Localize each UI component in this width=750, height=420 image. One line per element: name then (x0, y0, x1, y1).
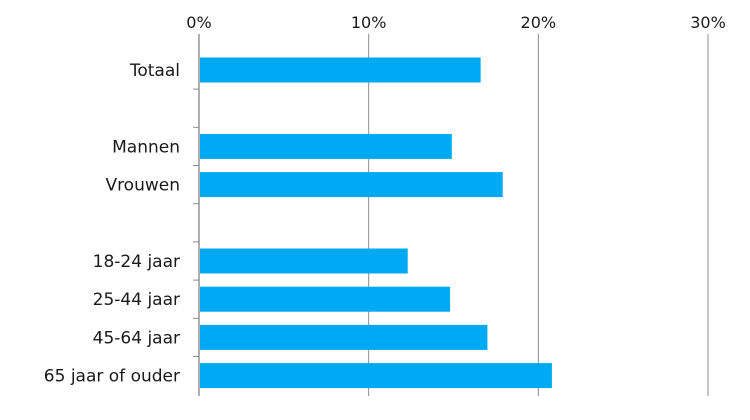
x-tick-label: 10% (351, 13, 387, 32)
bars (200, 57, 552, 389)
bar (200, 286, 451, 312)
category-label: 45-64 jaar (93, 328, 180, 348)
bar (200, 172, 503, 198)
x-tick-label: 20% (521, 13, 557, 32)
bar (200, 248, 408, 274)
x-axis-ticks: 0% 10% 20% 30% (186, 13, 725, 32)
bar (200, 363, 552, 389)
x-tick-label: 30% (690, 13, 726, 32)
category-label: Mannen (112, 137, 180, 157)
x-tick-label: 0% (186, 13, 211, 32)
bar (200, 133, 452, 159)
bar (200, 324, 488, 350)
category-label: Totaal (129, 61, 180, 81)
category-labels: Totaal Mannen Vrouwen 18-24 jaar 25-44 jaar 4… (44, 61, 180, 387)
bar (200, 57, 481, 83)
category-label: Vrouwen (105, 176, 180, 196)
category-label: 65 jaar of ouder (44, 367, 180, 387)
category-label: 25-44 jaar (93, 290, 180, 310)
category-label: 18-24 jaar (93, 252, 180, 272)
